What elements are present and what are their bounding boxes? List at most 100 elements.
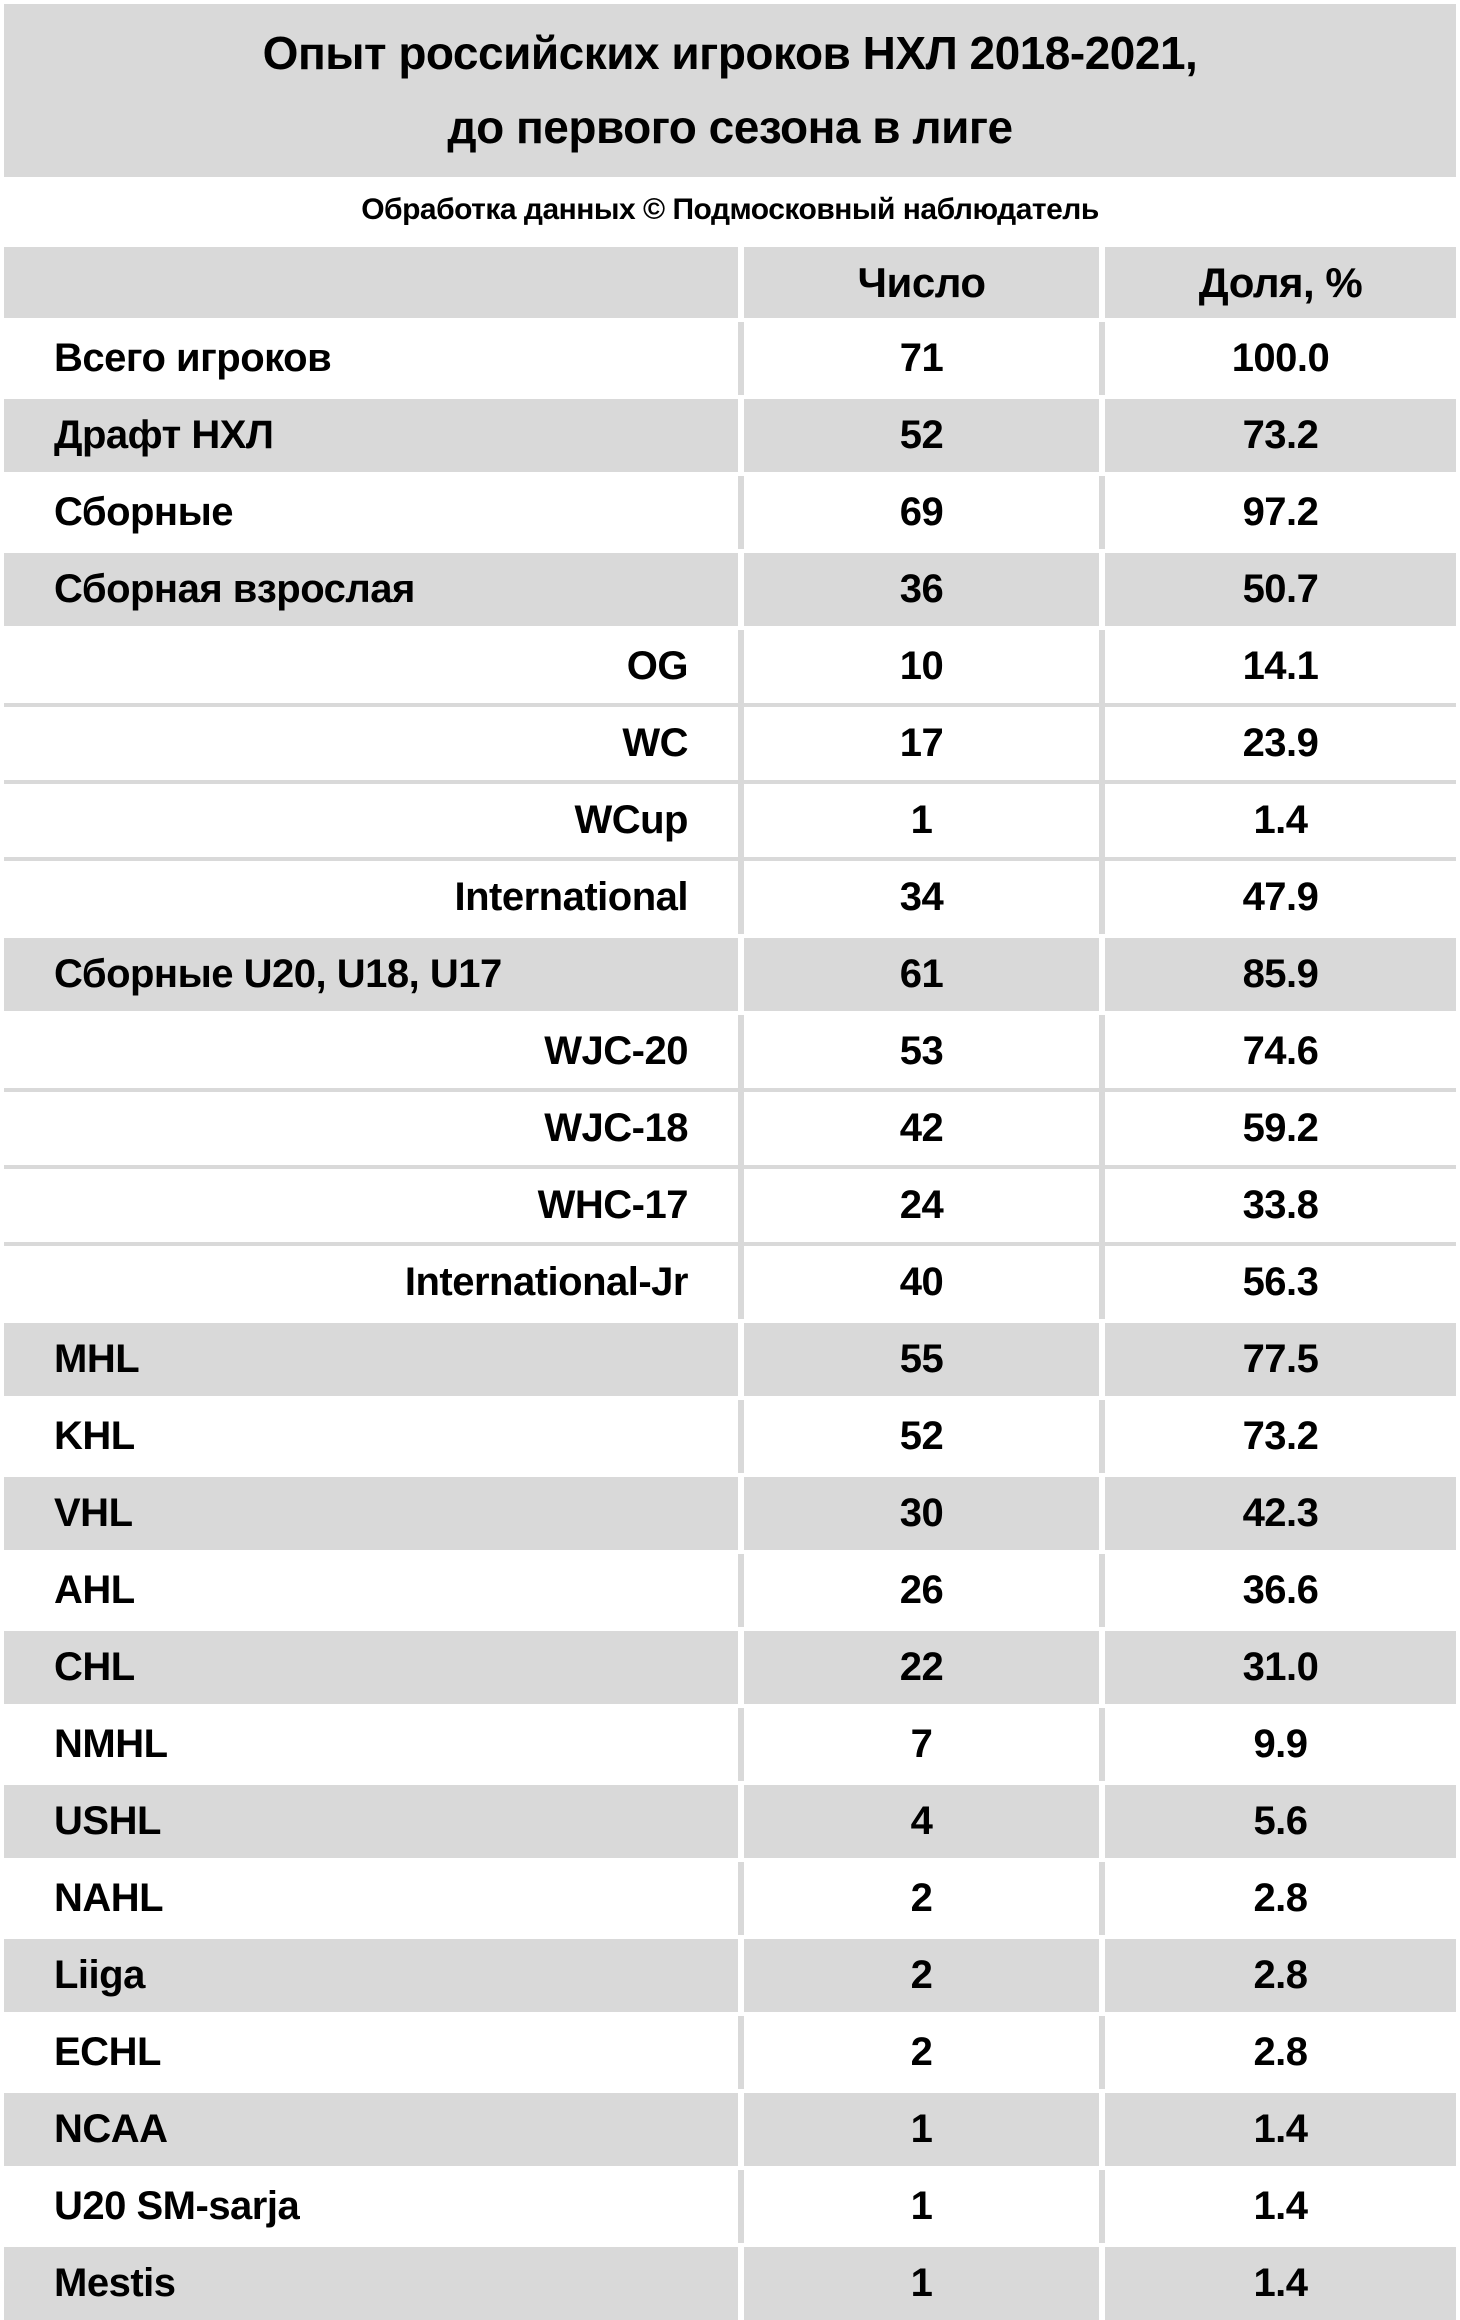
row-share: 1.4 (1105, 2093, 1456, 2166)
table-row: WCup 1 1.4 (4, 780, 1456, 857)
row-count: 1 (744, 2093, 1099, 2166)
row-label: Сборные (4, 476, 738, 549)
row-count: 42 (744, 1092, 1099, 1165)
row-label: Сборная взрослая (4, 553, 738, 626)
column-separator (1099, 1092, 1105, 1165)
table-row: Драфт НХЛ 52 73.2 (4, 395, 1456, 472)
column-separator (1099, 476, 1105, 549)
row-share: 1.4 (1105, 2170, 1456, 2243)
table-row: International-Jr 40 56.3 (4, 1242, 1456, 1319)
column-separator (738, 1554, 744, 1627)
row-count: 4 (744, 1785, 1099, 1858)
row-share: 33.8 (1105, 1169, 1456, 1242)
row-label: Драфт НХЛ (4, 399, 738, 472)
row-share: 73.2 (1105, 399, 1456, 472)
row-share: 100.0 (1105, 322, 1456, 395)
table-row: OG 10 14.1 (4, 626, 1456, 703)
column-separator (1099, 1631, 1105, 1704)
table-row: AHL 26 36.6 (4, 1550, 1456, 1627)
table-row: WJC-20 53 74.6 (4, 1011, 1456, 1088)
row-label: VHL (4, 1477, 738, 1550)
row-count: 1 (744, 784, 1099, 857)
row-count: 1 (744, 2247, 1099, 2320)
table-title: Опыт российских игроков НХЛ 2018-2021, д… (4, 4, 1456, 177)
row-count: 22 (744, 1631, 1099, 1704)
column-separator (738, 1477, 744, 1550)
column-separator (1099, 553, 1105, 626)
column-separator (1099, 1862, 1105, 1935)
column-separator (738, 1785, 744, 1858)
table-row: WHC-17 24 33.8 (4, 1165, 1456, 1242)
row-count: 55 (744, 1323, 1099, 1396)
table-header-row: Число Доля, % (4, 243, 1456, 318)
row-label: WCup (4, 784, 738, 857)
row-count: 71 (744, 322, 1099, 395)
column-separator (1099, 861, 1105, 934)
row-share: 1.4 (1105, 2247, 1456, 2320)
table-title-line1: Опыт российских игроков НХЛ 2018-2021, (262, 27, 1198, 80)
row-count: 1 (744, 2170, 1099, 2243)
column-separator (1099, 1785, 1105, 1858)
column-separator (1099, 1477, 1105, 1550)
row-share: 50.7 (1105, 553, 1456, 626)
row-count: 17 (744, 707, 1099, 780)
row-count: 40 (744, 1246, 1099, 1319)
row-label: WHC-17 (4, 1169, 738, 1242)
row-share: 2.8 (1105, 2016, 1456, 2089)
column-separator (738, 2093, 744, 2166)
row-label: U20 SM-sarja (4, 2170, 738, 2243)
table-row: CHL 22 31.0 (4, 1627, 1456, 1704)
row-label: CHL (4, 1631, 738, 1704)
row-share: 2.8 (1105, 1862, 1456, 1935)
row-share: 9.9 (1105, 1708, 1456, 1781)
column-separator (738, 630, 744, 703)
row-share: 74.6 (1105, 1015, 1456, 1088)
row-label: International (4, 861, 738, 934)
column-separator (1099, 2170, 1105, 2243)
column-separator (738, 1092, 744, 1165)
row-label: Всего игроков (4, 322, 738, 395)
row-count: 61 (744, 938, 1099, 1011)
row-count: 52 (744, 1400, 1099, 1473)
table-row: NMHL 7 9.9 (4, 1704, 1456, 1781)
column-separator (738, 1246, 744, 1319)
row-share: 23.9 (1105, 707, 1456, 780)
row-label: Сборные U20, U18, U17 (4, 938, 738, 1011)
row-count: 30 (744, 1477, 1099, 1550)
table-title-line2: до первого сезона в лиге (447, 101, 1013, 154)
row-label: OG (4, 630, 738, 703)
table-row: U20 SM-sarja 1 1.4 (4, 2166, 1456, 2243)
row-label: NCAA (4, 2093, 738, 2166)
column-separator (1099, 630, 1105, 703)
column-separator (1099, 322, 1105, 395)
header-empty-cell (4, 247, 738, 318)
header-count: Число (744, 247, 1099, 318)
table-row: KHL 52 73.2 (4, 1396, 1456, 1473)
column-separator (738, 707, 744, 780)
column-separator (738, 1862, 744, 1935)
column-separator (738, 1631, 744, 1704)
column-separator (1099, 2016, 1105, 2089)
row-count: 34 (744, 861, 1099, 934)
row-share: 31.0 (1105, 1631, 1456, 1704)
table-row: VHL 30 42.3 (4, 1473, 1456, 1550)
column-separator (1099, 938, 1105, 1011)
row-share: 73.2 (1105, 1400, 1456, 1473)
table-row: Liiga 2 2.8 (4, 1935, 1456, 2012)
credit-subtitle: Обработка данных © Подмосковный наблюдат… (4, 177, 1456, 243)
column-separator (738, 938, 744, 1011)
table-row: Сборные 69 97.2 (4, 472, 1456, 549)
column-separator (1099, 1169, 1105, 1242)
column-separator (738, 247, 744, 318)
column-separator (738, 861, 744, 934)
header-share: Доля, % (1105, 247, 1456, 318)
column-separator (738, 1015, 744, 1088)
table-row: International 34 47.9 (4, 857, 1456, 934)
column-separator (738, 399, 744, 472)
column-separator (738, 1400, 744, 1473)
table-row: Mestis 1 1.4 (4, 2243, 1456, 2320)
column-separator (1099, 1400, 1105, 1473)
row-label: International-Jr (4, 1246, 738, 1319)
column-separator (738, 1323, 744, 1396)
column-separator (1099, 1939, 1105, 2012)
